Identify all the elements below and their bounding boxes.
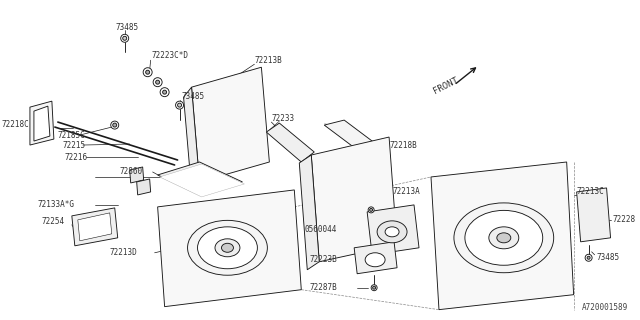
Polygon shape [137,179,150,195]
Polygon shape [300,155,319,270]
Ellipse shape [221,243,234,252]
Text: FRONT: FRONT [432,75,460,95]
Ellipse shape [377,221,407,243]
Text: 72213C: 72213C [577,188,604,196]
Text: 72185C: 72185C [58,131,86,140]
Polygon shape [191,67,269,182]
Ellipse shape [454,203,554,273]
Text: 72216: 72216 [65,153,88,162]
Ellipse shape [365,253,385,267]
Ellipse shape [370,208,372,212]
Text: 72218B: 72218B [389,140,417,149]
Text: 72213B: 72213B [255,56,282,65]
Text: 73485: 73485 [596,253,620,262]
Ellipse shape [587,256,590,259]
Ellipse shape [175,101,184,109]
Ellipse shape [465,210,543,265]
Text: 72133A*G: 72133A*G [38,200,75,209]
Ellipse shape [146,70,150,74]
Text: 72218C: 72218C [2,120,29,129]
Polygon shape [157,162,243,195]
Ellipse shape [198,227,257,269]
Polygon shape [577,188,611,242]
Ellipse shape [121,34,129,42]
Text: 72213A: 72213A [392,188,420,196]
Polygon shape [72,208,118,246]
Text: 72860: 72860 [120,167,143,176]
Polygon shape [354,242,397,274]
Text: 73485: 73485 [182,92,205,101]
Ellipse shape [111,121,119,129]
Ellipse shape [143,68,152,77]
Ellipse shape [372,286,376,289]
Text: 73485: 73485 [115,23,138,32]
Polygon shape [30,101,54,145]
Text: 0560044: 0560044 [304,225,337,234]
Polygon shape [184,87,200,190]
Text: 72223B: 72223B [309,255,337,264]
Polygon shape [34,106,50,141]
Ellipse shape [368,207,374,213]
Ellipse shape [371,285,377,291]
Polygon shape [311,137,397,262]
Text: 72233: 72233 [271,114,294,123]
Ellipse shape [215,239,240,257]
Text: 72228: 72228 [612,215,636,224]
Polygon shape [431,162,573,310]
Ellipse shape [156,80,159,84]
Ellipse shape [160,88,169,97]
Ellipse shape [123,36,127,40]
Ellipse shape [385,227,399,237]
Polygon shape [367,205,419,255]
Text: A720001589: A720001589 [582,303,628,312]
Text: 72287B: 72287B [309,283,337,292]
Ellipse shape [153,78,162,87]
Polygon shape [159,164,244,197]
Ellipse shape [113,123,116,127]
Polygon shape [324,120,384,155]
Text: 72223C*D: 72223C*D [152,51,189,60]
Text: 72213D: 72213D [109,248,138,257]
Ellipse shape [188,220,268,275]
Ellipse shape [177,103,182,107]
Ellipse shape [497,233,511,243]
Polygon shape [130,167,143,183]
Ellipse shape [585,254,592,261]
Text: 72254: 72254 [42,217,65,226]
Polygon shape [78,213,112,241]
Ellipse shape [163,90,166,94]
Polygon shape [266,123,314,162]
Text: 72215: 72215 [63,140,86,149]
Ellipse shape [489,227,519,249]
Polygon shape [157,190,301,307]
